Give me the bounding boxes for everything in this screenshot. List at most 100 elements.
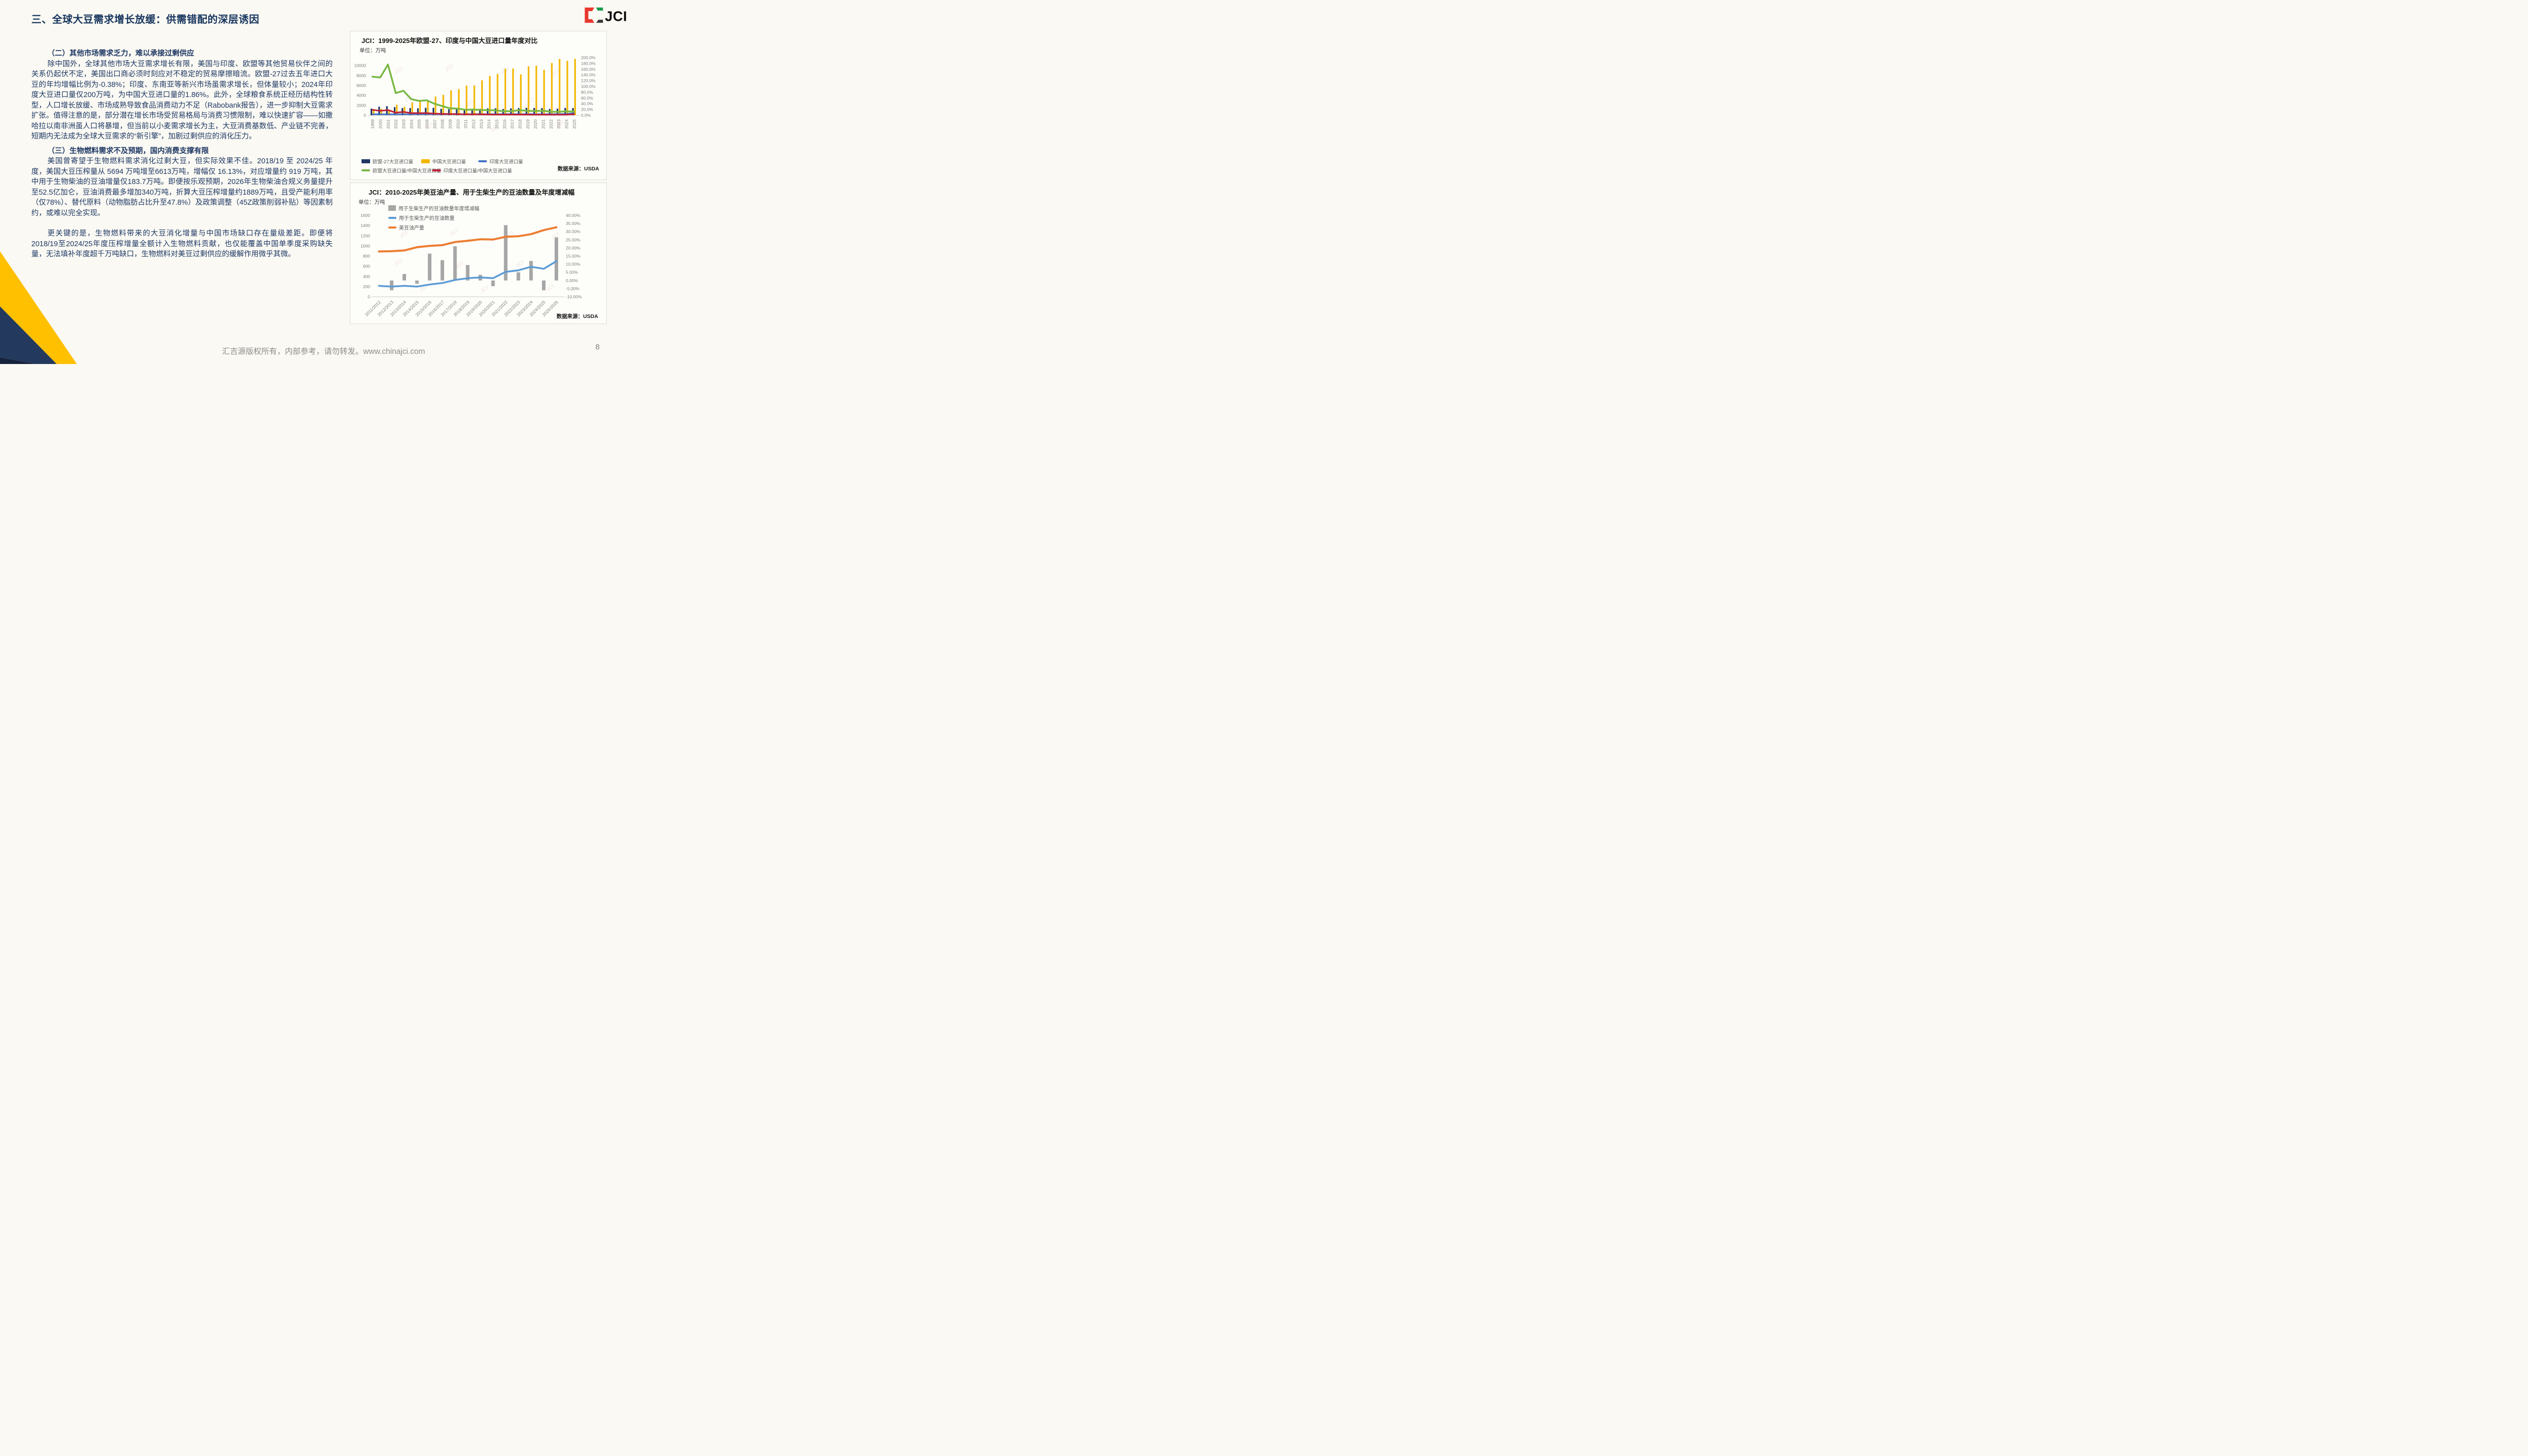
svg-text:80.0%: 80.0% bbox=[581, 89, 594, 95]
svg-text:2003: 2003 bbox=[401, 119, 407, 129]
legend-india-line: 印度大豆进口量 bbox=[478, 158, 523, 165]
svg-text:2004: 2004 bbox=[409, 119, 414, 129]
svg-text:2019: 2019 bbox=[525, 119, 530, 129]
svg-text:-10.00%: -10.00% bbox=[566, 294, 582, 299]
china-bar-swatch-icon bbox=[421, 159, 430, 163]
svg-text:JCI: JCI bbox=[479, 285, 490, 295]
yoy-bar-swatch-icon bbox=[388, 205, 396, 211]
svg-text:200.0%: 200.0% bbox=[581, 55, 596, 60]
svg-text:40.0%: 40.0% bbox=[581, 101, 594, 106]
svg-text:6000: 6000 bbox=[356, 83, 366, 88]
svg-text:600: 600 bbox=[363, 264, 370, 269]
closing-paragraph: 更关键的是，生物燃料带来的大豆消化增量与中国市场缺口存在量级差距。即便将2018… bbox=[31, 230, 333, 258]
svg-text:JCI: JCI bbox=[393, 66, 404, 76]
svg-text:2020: 2020 bbox=[533, 119, 538, 129]
legend-label: 中国大豆进口量 bbox=[432, 159, 466, 165]
eu-bar-swatch-icon bbox=[362, 159, 370, 163]
svg-text:2005: 2005 bbox=[417, 119, 422, 129]
svg-text:25.00%: 25.00% bbox=[566, 237, 580, 242]
svg-text:1600: 1600 bbox=[360, 213, 370, 218]
logo-text: JCI bbox=[605, 8, 627, 24]
legend-eu-china-ratio: 欧盟大豆进口量/中国大豆进口量 bbox=[362, 167, 441, 174]
corner-decoration bbox=[0, 251, 77, 364]
soyoil-line-swatch-icon bbox=[388, 226, 396, 229]
svg-text:2000: 2000 bbox=[356, 103, 366, 108]
chart1-title: JCI：1999-2025年欧盟-27、印度与中国大豆进口量年度对比 bbox=[362, 37, 538, 44]
svg-text:180.0%: 180.0% bbox=[581, 61, 596, 66]
chart1-unit-label: 单位：万吨 bbox=[359, 48, 386, 54]
svg-text:2001: 2001 bbox=[386, 119, 391, 129]
svg-text:-5.00%: -5.00% bbox=[566, 286, 579, 291]
india-line-swatch-icon bbox=[478, 160, 487, 162]
logo-green-icon bbox=[596, 7, 603, 11]
chart-panel-soyoil: JCI：2010-2025年美豆油产量、用于生柴生产的豆油数量及年度增减幅 单位… bbox=[350, 183, 607, 324]
imports-chart: JCIJCIJCIJCIJCIJCIJCIJCIJCIJCI0200040006… bbox=[354, 55, 596, 133]
svg-text:800: 800 bbox=[363, 254, 370, 259]
svg-text:JCI: JCI bbox=[444, 63, 455, 73]
legend-china-bar: 中国大豆进口量 bbox=[421, 158, 466, 165]
legend-biodiesel-oil-line: 用于生柴生产的豆油数量 bbox=[388, 214, 455, 221]
svg-text:JCI: JCI bbox=[398, 230, 409, 240]
svg-text:JCI: JCI bbox=[449, 228, 460, 238]
svg-text:1200: 1200 bbox=[360, 233, 370, 238]
svg-text:2022: 2022 bbox=[549, 119, 554, 129]
svg-text:20.0%: 20.0% bbox=[581, 107, 594, 112]
chart2-unit-label: 单位：万吨 bbox=[358, 199, 385, 205]
svg-text:2002: 2002 bbox=[393, 119, 398, 129]
biodiesel-line-swatch-icon bbox=[388, 216, 396, 219]
logo-bracket-icon bbox=[584, 7, 595, 23]
svg-text:400: 400 bbox=[363, 274, 370, 279]
svg-text:0.00%: 0.00% bbox=[566, 278, 578, 283]
svg-text:1000: 1000 bbox=[360, 243, 370, 248]
section3-heading: （三）生物燃料需求不及预期，国内消费支撑有限 bbox=[47, 147, 209, 155]
body-text: （二）其他市场需求乏力，难以承接过剩供应 除中国外，全球其他市场大豆需求增长有限… bbox=[31, 49, 333, 260]
jci-logo: JCI bbox=[584, 7, 627, 24]
svg-text:JCI: JCI bbox=[464, 99, 475, 109]
svg-text:JCI: JCI bbox=[393, 258, 404, 268]
svg-text:2017: 2017 bbox=[510, 119, 515, 129]
svg-text:0: 0 bbox=[364, 113, 366, 118]
svg-text:35.00%: 35.00% bbox=[566, 221, 580, 226]
legend-label: 欧盟大豆进口量/中国大豆进口量 bbox=[373, 168, 441, 174]
svg-text:5.00%: 5.00% bbox=[566, 270, 578, 275]
logo-dark-icon bbox=[596, 20, 603, 23]
spacer bbox=[31, 218, 333, 229]
page-number: 8 bbox=[595, 343, 600, 351]
svg-text:0: 0 bbox=[368, 294, 370, 299]
svg-text:2016: 2016 bbox=[502, 119, 507, 129]
section2-heading: （二）其他市场需求乏力，难以承接过剩供应 bbox=[47, 50, 194, 58]
svg-text:120.0%: 120.0% bbox=[581, 78, 596, 83]
svg-text:100.0%: 100.0% bbox=[581, 84, 596, 89]
svg-text:2007: 2007 bbox=[432, 119, 437, 129]
svg-text:2013: 2013 bbox=[479, 119, 484, 129]
svg-text:2018: 2018 bbox=[518, 119, 523, 129]
svg-text:10.00%: 10.00% bbox=[566, 262, 580, 267]
svg-text:40.00%: 40.00% bbox=[566, 213, 580, 218]
svg-text:0.0%: 0.0% bbox=[581, 113, 591, 118]
legend-label: 用于生柴生产的豆油数量 bbox=[399, 216, 455, 221]
spacer bbox=[31, 142, 333, 146]
legend-yoy-bar: 用于生柴生产的豆油数量年度增减幅 bbox=[388, 204, 479, 212]
footer-copyright: 汇吉源版权所有，内部参考，请勿转发。www.chinajci.com bbox=[222, 347, 425, 356]
page-title: 三、全球大豆需求增长放缓：供需错配的深层诱因 bbox=[31, 14, 259, 25]
svg-text:1999: 1999 bbox=[370, 119, 375, 129]
svg-text:JCI: JCI bbox=[403, 94, 414, 104]
svg-text:2006: 2006 bbox=[425, 119, 430, 129]
corner-dark-triangle-icon bbox=[0, 357, 36, 364]
corner-yellow-band-icon bbox=[0, 251, 77, 364]
corner-navy-band-icon bbox=[0, 306, 57, 364]
eu-ratio-line-swatch-icon bbox=[362, 169, 370, 171]
legend-label: 印度大豆进口量 bbox=[489, 159, 523, 165]
svg-text:2021: 2021 bbox=[541, 119, 546, 129]
legend-label: 欧盟-27大豆进口量 bbox=[373, 159, 414, 165]
svg-text:2000: 2000 bbox=[378, 119, 383, 129]
svg-text:2011: 2011 bbox=[463, 119, 468, 129]
svg-text:8000: 8000 bbox=[356, 73, 366, 78]
svg-text:15.00%: 15.00% bbox=[566, 254, 580, 259]
legend-eu-bar: 欧盟-27大豆进口量 bbox=[362, 158, 413, 165]
svg-text:10000: 10000 bbox=[354, 63, 366, 68]
svg-text:JCI: JCI bbox=[525, 96, 535, 106]
svg-text:4000: 4000 bbox=[356, 93, 366, 98]
svg-text:2024: 2024 bbox=[564, 119, 569, 129]
svg-text:2008: 2008 bbox=[440, 119, 445, 129]
